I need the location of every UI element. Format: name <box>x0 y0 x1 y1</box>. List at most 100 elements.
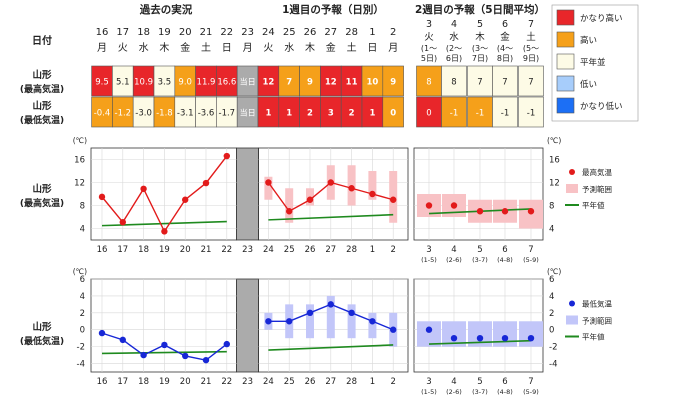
legend-swatch-l <box>556 75 575 92</box>
max-xtick: 20 <box>180 245 191 255</box>
max-ytick-right: 8 <box>549 202 554 212</box>
header-week2: 2週目の予報（5日間平均） <box>415 3 545 16</box>
max-ylabel-left: (℃) <box>73 136 87 145</box>
min-fc-range-bar <box>306 304 314 339</box>
max-forecast-point <box>265 179 272 186</box>
min-ytick-right: -2 <box>549 343 557 353</box>
max-xtick: 27 <box>325 245 336 255</box>
min-xtick: 2 <box>390 377 395 387</box>
min-w2-xtick: 5 <box>477 377 482 387</box>
w2-date-range-end: 7日) <box>472 54 488 63</box>
min-forecast-point <box>286 318 293 325</box>
max-past-value: 3.5 <box>158 78 172 88</box>
min-fc-range-bar <box>347 304 356 339</box>
max-forecast-point <box>327 179 334 186</box>
min-fc-value: 1 <box>369 109 375 119</box>
max-fc-value: 10 <box>366 78 378 88</box>
w2-date-weekday: 木 <box>475 31 485 43</box>
max-ytick-right: 4 <box>549 225 554 235</box>
date-day: 26 <box>304 27 317 38</box>
min-w2-value: -1 <box>450 109 458 119</box>
min-ylabel-right: (℃) <box>547 267 561 276</box>
header-past: 過去の実況 <box>139 3 193 16</box>
min-xtick: 27 <box>325 377 336 387</box>
max-w2-point <box>476 208 484 215</box>
w2-date-range-start: (2～ <box>446 44 462 53</box>
max-xtick: 24 <box>263 245 274 255</box>
min-w2-xtick-sub: (3-7) <box>472 388 488 396</box>
min-ytick-right: 6 <box>549 275 554 285</box>
date-weekday: 日 <box>222 43 232 54</box>
min-normal-w2 <box>428 339 532 345</box>
legend-label: 高い <box>580 35 597 46</box>
min-xtick: 1 <box>370 377 375 387</box>
chart-max-subtitle: (最高気温) <box>20 197 64 209</box>
w2-date-range-start: (1～ <box>421 44 437 53</box>
date-day: 17 <box>116 27 129 38</box>
min-w2-cell <box>518 96 544 128</box>
min-legend-point <box>569 300 575 307</box>
max-w2-value: 7 <box>528 78 533 88</box>
max-w2-value: 8 <box>451 78 456 88</box>
max-w2-point <box>425 202 433 209</box>
min-ytick-left: -2 <box>77 343 85 353</box>
legend-label: 低い <box>580 79 597 90</box>
date-day: 16 <box>96 27 109 38</box>
min-w2-value: -1 <box>501 109 509 119</box>
max-ytick-left: 16 <box>74 156 85 166</box>
max-past-value: 11.9 <box>197 78 216 88</box>
min-ytick-left: 6 <box>80 275 85 285</box>
min-past-value: -3.0 <box>135 109 152 119</box>
legend-swatch-vl <box>556 97 575 114</box>
date-weekday: 水 <box>284 42 294 54</box>
min-fc-range-bar <box>368 312 377 339</box>
max-w2-xtick: 3 <box>426 245 431 255</box>
min-observed-point <box>223 340 230 348</box>
w2-date-weekday: 金 <box>500 31 510 43</box>
legend-label: かなり高い <box>580 13 623 24</box>
max-forecast-point <box>348 185 355 192</box>
legend-swatch-h <box>556 31 575 48</box>
min-observed-point <box>140 351 147 359</box>
min-w2-cell <box>441 96 467 128</box>
min-w2-point <box>476 334 484 342</box>
max-w2-cell <box>492 65 518 97</box>
min-w2-xtick-sub: (5-9) <box>523 388 539 396</box>
min-observed-point <box>98 329 106 337</box>
max-xtick: 21 <box>201 245 212 255</box>
chart-min-title: 山形 <box>32 321 52 333</box>
max-ytick-left: 4 <box>80 225 85 235</box>
max-w2-xtick: 7 <box>528 245 533 255</box>
min-w2-point <box>450 334 458 342</box>
w2-date-weekday: 火 <box>424 32 434 43</box>
max-w2-cell <box>416 65 442 97</box>
max-panel-past <box>90 147 238 241</box>
min-legend-label-normal: 平年値 <box>582 332 605 342</box>
max-w2-point <box>450 202 458 209</box>
legend-label: かなり低い <box>580 101 623 112</box>
w2-date-day: 6 <box>502 19 508 30</box>
min-xtick: 19 <box>159 377 170 387</box>
min-xtick: 25 <box>284 377 295 387</box>
w2-date-range-end: 9日) <box>523 54 539 63</box>
legend-swatch-n <box>556 53 575 70</box>
min-today-label: 当日 <box>240 108 256 118</box>
header-week1: 1週目の予報（日別） <box>282 3 384 16</box>
max-xtick: 22 <box>221 245 232 255</box>
min-past-value: -3.1 <box>177 109 194 119</box>
min-observed-point <box>119 336 127 344</box>
row-label-max-region: 山形 <box>32 69 52 81</box>
date-weekday: 金 <box>180 41 190 54</box>
min-fc-value: 2 <box>349 109 355 119</box>
max-fc-cell <box>382 65 404 97</box>
chart-max-title: 山形 <box>32 183 52 195</box>
min-xtick: 20 <box>180 377 191 387</box>
max-w2-point <box>501 208 509 215</box>
max-w2-value: 8 <box>426 78 431 88</box>
min-w2-xtick: 3 <box>426 377 431 387</box>
max-xtick: 1 <box>370 245 375 255</box>
date-day: 24 <box>262 27 275 38</box>
min-past-value: -3.6 <box>198 109 215 119</box>
max-panel-today <box>236 147 260 241</box>
max-fc-value: 11 <box>346 78 358 88</box>
